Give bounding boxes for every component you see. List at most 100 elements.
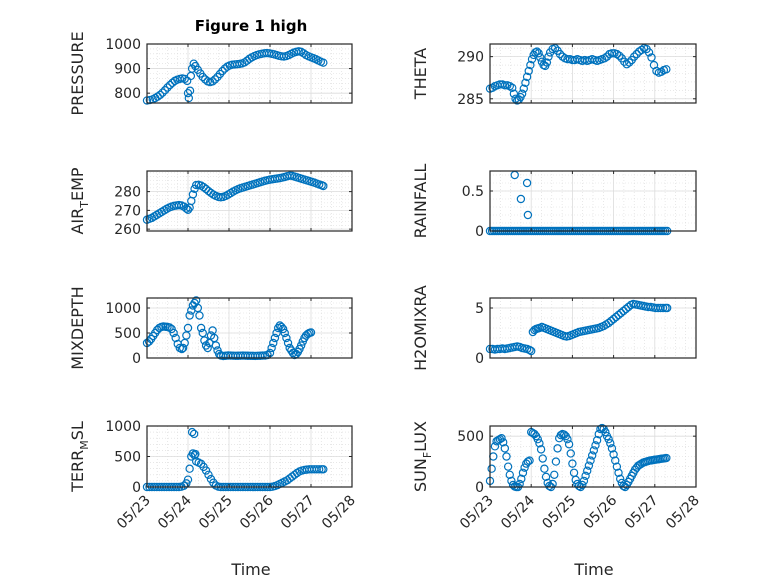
data-point: [187, 427, 197, 437]
data-point: [171, 333, 180, 343]
data-point: [210, 75, 220, 84]
y-tick-label: 290: [457, 50, 484, 66]
data-point: [191, 449, 200, 459]
data-point: [656, 303, 665, 313]
data-point: [644, 48, 654, 57]
data-point: [319, 465, 328, 474]
data-point: [556, 430, 566, 440]
y-axis-label-text: LUX: [411, 421, 430, 452]
y-axis-label: THETA: [411, 48, 430, 100]
y-axis-label-text: RAINFALL: [411, 164, 430, 239]
data-point: [283, 338, 293, 348]
data-point: [558, 52, 567, 61]
figure-title: Figure 1 high: [195, 17, 308, 35]
data-point: [169, 328, 178, 338]
y-tick-label: 1000: [105, 301, 141, 317]
data-point: [533, 435, 542, 444]
data-point: [591, 441, 600, 450]
y-axis-label: SUNFLUX: [411, 421, 434, 492]
data-point: [155, 90, 165, 100]
axes-frame: [489, 170, 697, 232]
data-point: [614, 310, 623, 320]
series-markers: [485, 299, 672, 356]
data-point: [158, 88, 167, 97]
data-point: [601, 427, 610, 437]
axes-frame: [489, 425, 697, 488]
data-point: [505, 470, 514, 479]
data-point: [185, 311, 194, 320]
y-tick-label: 0: [475, 351, 484, 367]
data-point: [167, 324, 176, 334]
axes-frame: [146, 297, 353, 359]
data-point: [296, 341, 306, 350]
data-point: [185, 464, 194, 473]
data-point: [179, 481, 189, 490]
data-point: [188, 190, 198, 199]
data-point: [185, 86, 195, 95]
y-tick-label: 0: [132, 480, 141, 496]
data-point: [587, 451, 597, 460]
data-point: [521, 78, 530, 87]
x-tick-label: 05/24: [498, 492, 538, 532]
data-point: [535, 439, 544, 448]
x-tick-label: 05/23: [114, 493, 154, 533]
x-tick-label: 05/24: [155, 492, 195, 532]
y-tick-label: 800: [114, 86, 141, 102]
data-point: [144, 337, 154, 346]
data-point: [195, 311, 204, 320]
data-point: [662, 453, 671, 463]
subplot-airtemp: 260 270 280 AIRTEMP: [68, 167, 353, 238]
subplot-terrmsl: 0 500 1000 05/23 05/24 05/25 05/26 05/27 05/28 TE…: [68, 419, 359, 532]
x-tick-label: 05/26: [237, 492, 277, 532]
data-point: [278, 324, 288, 334]
y-tick-label: 5: [475, 301, 484, 317]
x-tick-label: 05/28: [319, 493, 359, 533]
data-point: [540, 464, 549, 473]
series-markers: [142, 296, 316, 361]
data-point: [517, 89, 527, 98]
data-point: [210, 333, 219, 343]
data-point: [657, 67, 666, 77]
data-point: [583, 466, 592, 475]
data-point: [518, 468, 528, 477]
y-tick-label: 500: [114, 450, 141, 466]
data-point: [555, 49, 565, 59]
data-point: [201, 75, 210, 84]
data-point: [606, 439, 615, 448]
data-point: [527, 346, 536, 356]
x-tick-label: 05/27: [278, 493, 318, 533]
data-point: [196, 323, 206, 333]
axes-frame: [489, 43, 697, 104]
y-axis-label: MIXDEPTH: [68, 286, 87, 369]
data-point: [523, 210, 533, 220]
data-point: [204, 470, 213, 479]
data-point: [208, 77, 217, 86]
y-tick-label: 0: [475, 224, 484, 240]
data-point: [658, 303, 668, 313]
data-point: [611, 456, 620, 465]
y-tick-label: 280: [114, 185, 141, 201]
data-point: [198, 72, 207, 82]
y-tick-label: 0: [475, 480, 484, 496]
y-axis-label-text: H2OMIXRA: [411, 285, 430, 371]
data-point: [183, 475, 193, 484]
data-point: [592, 436, 602, 445]
x-axis-label-left: Time: [230, 560, 270, 579]
data-point: [553, 444, 562, 453]
data-point: [625, 58, 634, 67]
y-axis-label: H2OMIXRA: [411, 285, 430, 371]
data-point: [621, 304, 631, 314]
data-point: [519, 84, 528, 93]
data-point: [542, 58, 552, 67]
y-axis-label-text: MIXDEPTH: [68, 286, 87, 369]
data-point: [622, 60, 631, 69]
y-axis-label-text: PRESSURE: [68, 31, 87, 115]
y-tick-label: 260: [114, 222, 141, 238]
series-markers: [142, 171, 328, 224]
axes-frame: [146, 170, 353, 232]
data-point: [536, 445, 546, 454]
data-point: [607, 49, 617, 58]
data-point: [165, 80, 175, 90]
data-point: [589, 446, 599, 455]
